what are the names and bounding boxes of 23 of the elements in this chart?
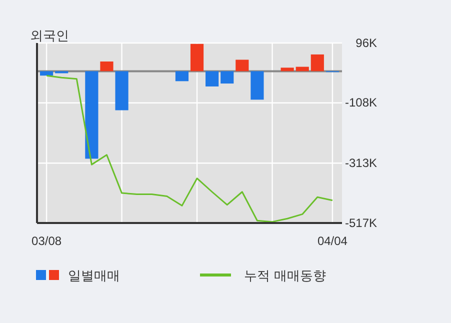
bar bbox=[115, 71, 128, 110]
x-tick-label: 04/04 bbox=[317, 234, 348, 248]
bar bbox=[250, 71, 264, 100]
bar bbox=[100, 62, 114, 72]
line-series bbox=[46, 74, 334, 223]
y-tick-label: 96K bbox=[356, 36, 377, 50]
bar bbox=[310, 54, 324, 72]
bar bbox=[236, 60, 249, 72]
bar bbox=[190, 44, 204, 72]
x-tick-label: 03/08 bbox=[32, 234, 62, 248]
bar bbox=[175, 71, 189, 82]
bar bbox=[296, 66, 309, 72]
legend-label: 누적 매매동향 bbox=[244, 269, 326, 284]
bar bbox=[280, 68, 294, 72]
y-tick-label: -517K bbox=[344, 216, 377, 230]
chart-title: 외국인 bbox=[30, 29, 69, 44]
legend-label: 일별매매 bbox=[68, 269, 120, 284]
bar bbox=[206, 71, 219, 86]
y-tick-label: -108K bbox=[344, 96, 377, 110]
bar bbox=[85, 71, 98, 159]
bar bbox=[220, 71, 234, 84]
bar bbox=[40, 71, 54, 76]
y-tick-label: -313K bbox=[344, 156, 377, 170]
